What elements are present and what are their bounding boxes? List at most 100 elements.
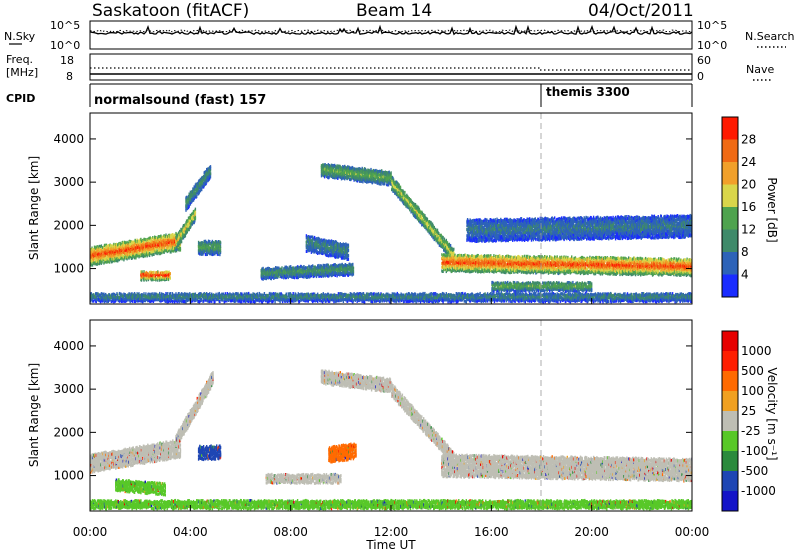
power-cell	[148, 254, 151, 258]
power-cell	[180, 231, 183, 235]
power-cell	[414, 203, 417, 206]
nave-label: Nave	[746, 63, 774, 76]
power-cell	[453, 247, 455, 251]
power-cell	[156, 272, 158, 275]
power-cell	[143, 270, 145, 274]
power-cell	[352, 272, 355, 276]
power-cell	[100, 258, 102, 262]
power-cell	[442, 235, 444, 239]
power-cell	[307, 275, 309, 279]
power-cell	[137, 254, 139, 258]
power-cell	[117, 253, 119, 257]
power-cell	[137, 249, 139, 253]
power-cell	[217, 251, 220, 254]
power-cell	[183, 224, 185, 228]
power-cell	[185, 228, 188, 232]
power-cell	[91, 259, 94, 263]
power-cell	[217, 241, 220, 245]
power-cell	[90, 262, 92, 265]
power-cell	[165, 239, 167, 243]
power-cell	[138, 251, 141, 255]
power-cell	[194, 217, 197, 221]
power-cell	[133, 245, 135, 249]
power-cell	[390, 171, 392, 175]
power-cell	[164, 249, 166, 253]
power-cell	[143, 254, 146, 258]
power-cell	[193, 195, 195, 199]
power-cell	[298, 265, 300, 269]
power-cell	[262, 266, 264, 270]
power-cell	[352, 262, 354, 266]
power-cell	[449, 244, 452, 247]
power-cell	[143, 243, 146, 247]
power-cell	[180, 238, 182, 242]
power-cell	[183, 235, 185, 238]
power-cell	[185, 222, 188, 226]
power-cell	[157, 278, 159, 282]
power-cell	[278, 266, 280, 270]
power-cell	[120, 245, 123, 249]
power-cell	[138, 246, 141, 250]
nsky-bottom-tick: 10^0	[50, 39, 80, 52]
power-cell	[339, 242, 341, 246]
power-cell	[143, 249, 146, 253]
power-cell	[189, 202, 192, 206]
power-cell	[200, 185, 202, 189]
power-cell	[331, 264, 333, 268]
power-cell	[108, 260, 111, 264]
power-cell	[122, 253, 124, 257]
power-cell	[140, 272, 143, 276]
power-cell	[344, 270, 346, 274]
power-cell	[161, 277, 163, 281]
power-cell	[296, 276, 299, 280]
power-cell	[146, 241, 148, 245]
power-cell	[180, 236, 183, 240]
power-cell	[199, 189, 202, 193]
power-cell	[206, 172, 208, 176]
power-cell	[177, 242, 180, 246]
power-cell	[185, 219, 188, 223]
power-cell	[293, 270, 296, 274]
power-cell	[148, 238, 151, 242]
power-cell	[158, 235, 160, 239]
power-cell	[296, 265, 299, 269]
power-cell	[164, 276, 166, 280]
power-cell	[324, 274, 326, 278]
power-cell	[294, 266, 296, 270]
power-cell	[290, 269, 293, 273]
power-cell	[318, 269, 320, 273]
power-cell	[190, 224, 192, 228]
power-cell	[123, 247, 125, 251]
power-cell	[159, 273, 161, 277]
power-cell	[112, 255, 114, 259]
power-cell	[140, 276, 142, 280]
power-cell	[281, 266, 283, 270]
power-cell	[267, 266, 269, 270]
power-cell	[438, 232, 440, 235]
power-cell	[399, 185, 402, 189]
power-cell	[308, 237, 310, 240]
power-cell	[174, 243, 177, 247]
power-cell	[322, 263, 324, 267]
power-cell	[160, 276, 162, 280]
station-title: Saskatoon (fitACF)	[92, 1, 249, 21]
nsearch-bottom-tick: 10^0	[697, 39, 727, 52]
power-cell	[318, 263, 320, 267]
power-cell	[145, 249, 148, 253]
power-cell	[117, 245, 119, 249]
power-cell	[386, 183, 388, 187]
power-cell	[117, 259, 119, 263]
power-cell	[426, 217, 429, 221]
power-cell	[323, 263, 326, 267]
power-cell	[347, 253, 350, 257]
power-cell	[123, 250, 125, 254]
power-cell	[187, 199, 189, 203]
cpid-mode-normalsound: normalsound (fast) 157	[94, 93, 266, 108]
power-cell	[145, 276, 147, 280]
power-cell	[219, 241, 222, 245]
power-cell	[100, 244, 103, 248]
power-cell	[183, 233, 185, 237]
power-cell	[125, 243, 128, 247]
power-cell	[209, 165, 212, 169]
cpid-label: CPID	[6, 92, 35, 105]
